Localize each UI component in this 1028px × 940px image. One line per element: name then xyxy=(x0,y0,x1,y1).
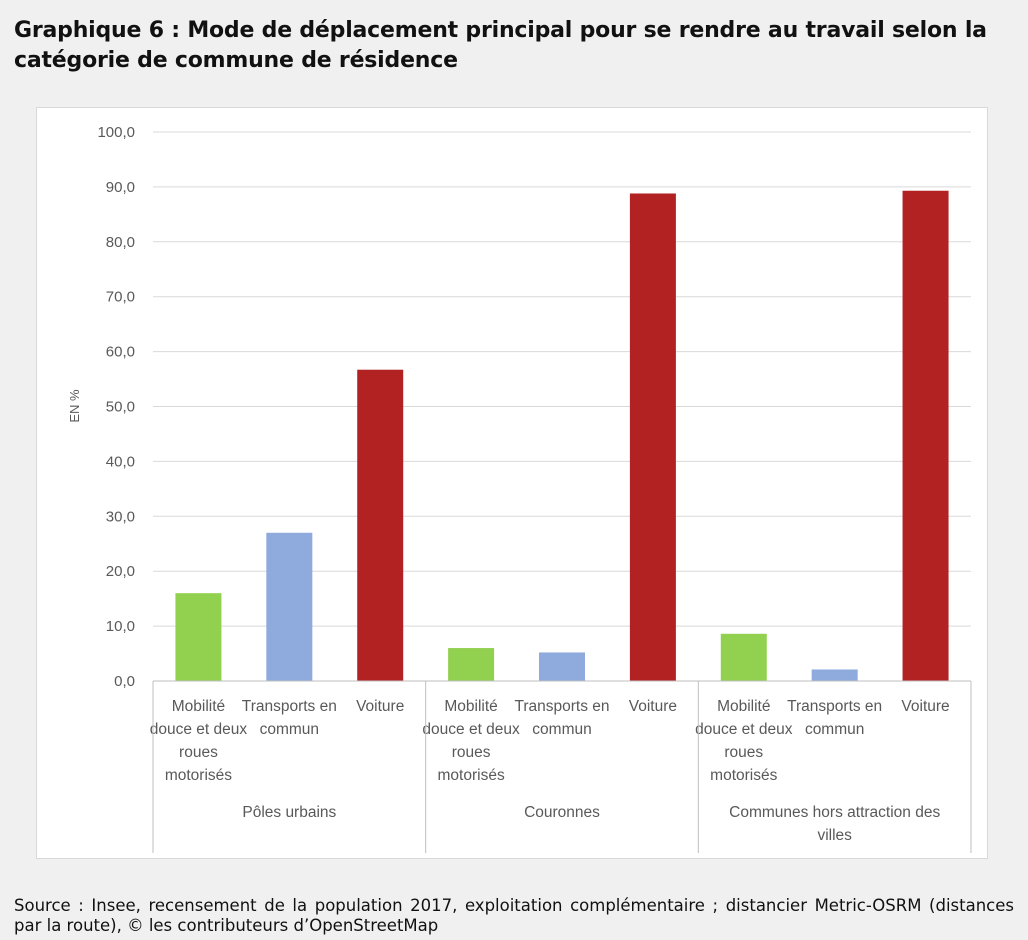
bar xyxy=(448,648,495,681)
y-tick-label: 50,0 xyxy=(106,399,135,416)
x-tick-label: Transports en commun xyxy=(787,698,882,738)
group-label: Couronnes xyxy=(524,804,600,821)
x-tick-label: Mobilité douce et deux roues motorisés xyxy=(150,698,248,784)
y-tick-label: 90,0 xyxy=(106,179,135,196)
y-tick-label: 10,0 xyxy=(106,618,135,635)
source-note: Source : Insee, recensement de la popula… xyxy=(14,896,1014,935)
x-tick-label: Mobilité douce et deux roues motorisés xyxy=(422,698,520,784)
bars xyxy=(175,190,949,682)
bar xyxy=(175,593,222,681)
y-tick-label: 30,0 xyxy=(106,508,135,525)
bar xyxy=(629,193,676,681)
bar xyxy=(720,633,767,681)
bar xyxy=(811,669,858,681)
group-label: Communes hors attraction des villes xyxy=(729,804,940,844)
y-tick-label: 20,0 xyxy=(106,563,135,580)
x-tick-label: Transports en commun xyxy=(514,698,609,738)
bar xyxy=(266,532,313,681)
x-tick-label: Voiture xyxy=(356,698,404,715)
x-tick-label: Transports en commun xyxy=(242,698,337,738)
y-axis-label: EN % xyxy=(67,389,82,423)
bar xyxy=(902,190,949,682)
y-tick-label: 80,0 xyxy=(106,234,135,251)
y-tick-label: 100,0 xyxy=(97,124,135,141)
bar-chart: 0,0 10,0 20,0 30,0 40,0 50,0 60,0 70,0 80,0 90,0 1… xyxy=(67,124,972,853)
bar xyxy=(539,652,585,681)
bar xyxy=(357,369,404,681)
group-label: Pôles urbains xyxy=(242,804,336,821)
y-tick-label: 70,0 xyxy=(106,289,135,306)
y-tick-label: 0,0 xyxy=(114,673,135,690)
y-tick-label: 60,0 xyxy=(106,344,135,361)
x-tick-label: Voiture xyxy=(901,698,949,715)
x-tick-label: Voiture xyxy=(629,698,677,715)
page-title: Graphique 6 : Mode de déplacement princi… xyxy=(14,18,987,73)
y-tick-labels: 0,0 10,0 20,0 30,0 40,0 50,0 60,0 70,0 80,0 90,0 1… xyxy=(97,124,135,690)
chart-frame: 0,0 10,0 20,0 30,0 40,0 50,0 60,0 70,0 80,0 90,0 1… xyxy=(36,107,988,859)
x-tick-label: Mobilité douce et deux roues motorisés xyxy=(695,698,793,784)
x-axis: Mobilité douce et deux roues motorisésTrans… xyxy=(150,680,972,853)
y-tick-label: 40,0 xyxy=(106,453,135,470)
